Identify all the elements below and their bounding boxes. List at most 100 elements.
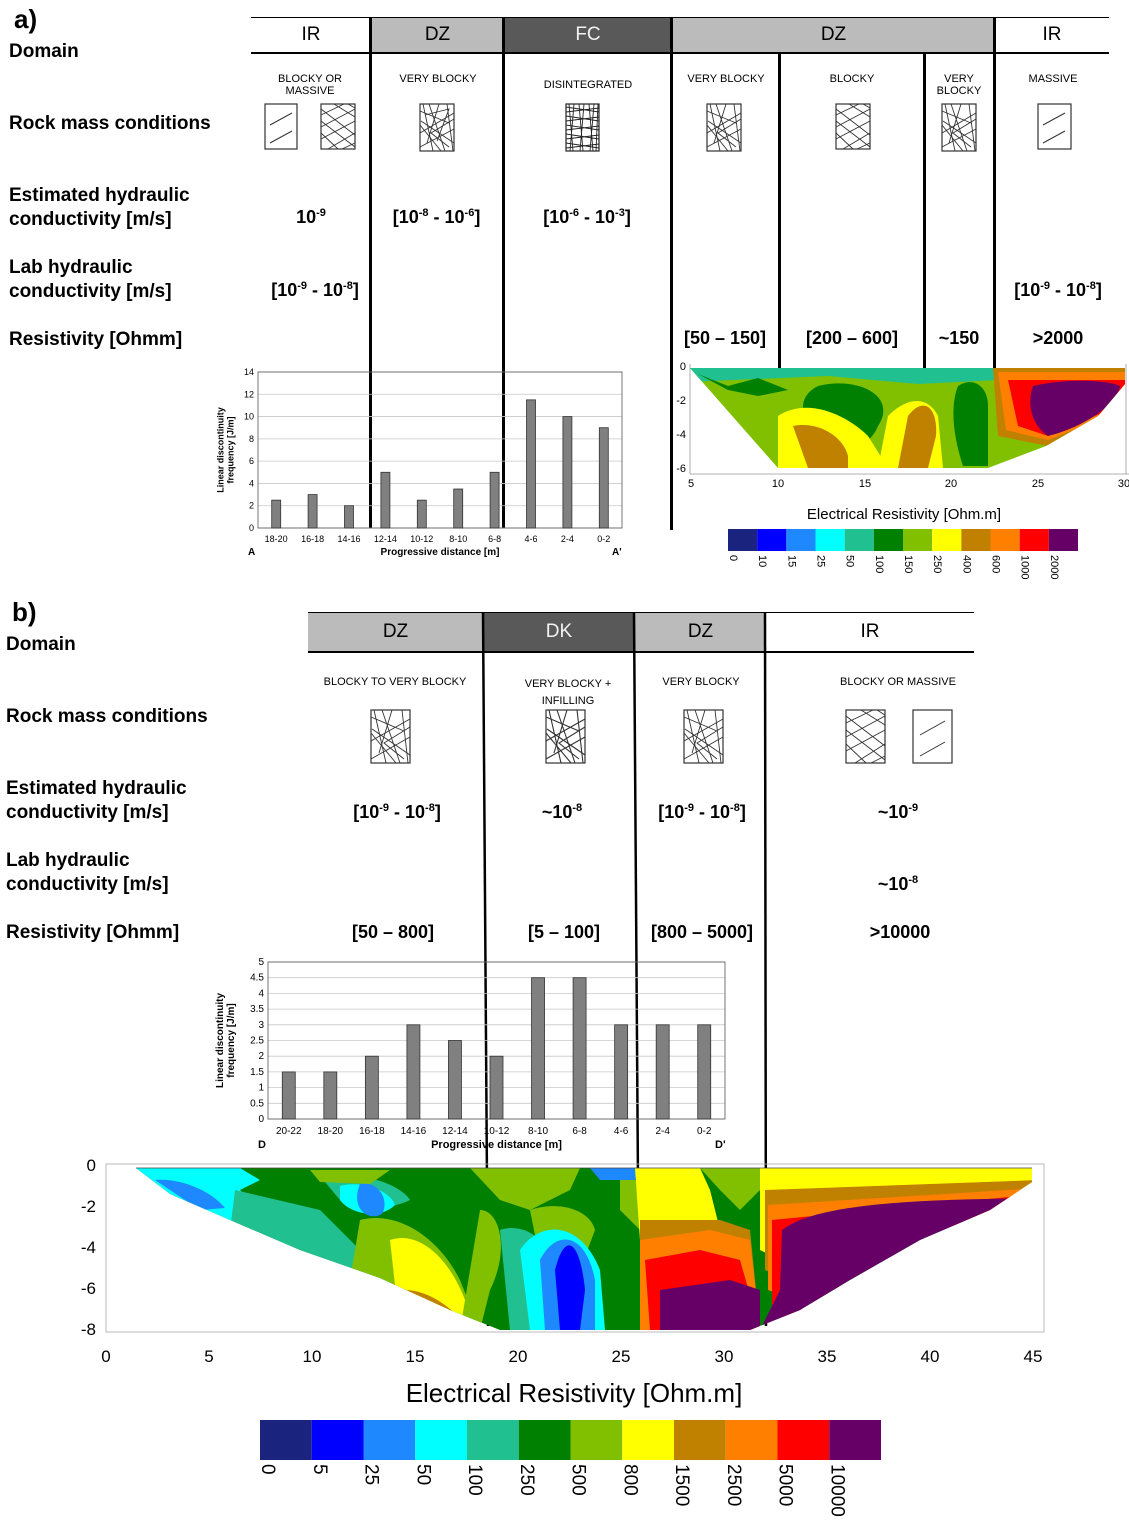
colorbar-swatch <box>674 1420 726 1460</box>
ert-title-a: Electrical Resistivity [Ohm.m] <box>807 506 1001 523</box>
bar-xtick: 16-18 <box>359 1126 385 1137</box>
row-label-rock-mass: Rock mass conditions <box>6 706 208 727</box>
bar-xtick: 6-8 <box>488 534 501 544</box>
boundary-line <box>778 53 781 465</box>
bar <box>489 1055 504 1120</box>
bar <box>380 471 391 529</box>
ert-xtick: 15 <box>406 1347 425 1366</box>
colorbar-label: 0 <box>728 555 739 561</box>
bar <box>307 494 318 529</box>
boundary-line <box>993 18 996 465</box>
domain-dz-2: DZ <box>635 613 766 651</box>
colorbar-swatch <box>829 1420 881 1460</box>
lab-k-value: [10-9 - 10-8] <box>271 280 359 300</box>
domain-dk: DK <box>483 613 635 651</box>
colorbar-label: 15 <box>785 555 797 567</box>
colorbar-swatch <box>260 1420 312 1460</box>
row-label-lab-k-line2: conductivity [m/s] <box>6 874 169 895</box>
ert-ytick: -6 <box>676 463 686 475</box>
domain-dz-1: DZ <box>371 18 504 52</box>
ert-xtick: 10 <box>303 1347 322 1366</box>
ert-xtick: 25 <box>1032 478 1044 490</box>
ert-ytick: 0 <box>87 1156 96 1175</box>
massive-rock-icon <box>264 103 298 150</box>
bar <box>531 977 545 1120</box>
colorbar-swatch <box>415 1420 467 1460</box>
ert-ytick: -4 <box>81 1238 96 1257</box>
colorbar-label: 100 <box>464 1464 485 1496</box>
resistivity-value: [800 – 5000] <box>650 922 754 942</box>
bar-ytick: 12 <box>244 389 254 399</box>
lab-k-value: ~10-8 <box>877 874 919 894</box>
colorbar-label: 100 <box>873 555 885 573</box>
row-label-est-k-line2: conductivity [m/s] <box>9 209 172 230</box>
bar-xtick: 4-6 <box>524 534 537 544</box>
massive-rock-icon <box>1037 103 1072 150</box>
condition-label: BLOCKY OR MASSIVE <box>278 73 342 97</box>
colorbar-swatch <box>903 529 933 551</box>
bar-ytick: 1 <box>258 1083 264 1094</box>
bar <box>416 499 427 529</box>
colorbar-swatch <box>622 1420 674 1460</box>
plot-frame <box>257 371 623 529</box>
bar-xtick: 12-14 <box>442 1126 468 1137</box>
bar-xlabel: Progressive distance [m] <box>431 1139 562 1151</box>
colorbar-label: 500 <box>568 1464 589 1496</box>
colorbar-label: 25 <box>815 555 827 567</box>
colorbar-label: 10000 <box>826 1464 847 1517</box>
bar <box>697 1024 712 1120</box>
bar-xtick: 20-22 <box>276 1126 302 1137</box>
bar-ytick: 10 <box>244 412 254 422</box>
condition-label: BLOCKY OR MASSIVE <box>840 676 956 688</box>
panel-a-label: a) <box>14 4 38 34</box>
bar-xtick: 2-4 <box>655 1126 670 1137</box>
bar-xtick: 14-16 <box>401 1126 427 1137</box>
blocky-rock-icon <box>320 103 356 150</box>
colorbar-swatch <box>1048 529 1078 551</box>
bar-ytick: 5 <box>258 957 264 968</box>
ert-ytick: -2 <box>81 1197 96 1216</box>
colorbar-label: 50 <box>844 555 856 567</box>
bar-ytick: 4.5 <box>250 973 264 984</box>
very-blocky-rock-icon <box>941 103 977 152</box>
very-blocky-infilling-rock-icon <box>545 709 586 764</box>
colorbar-label: 400 <box>960 555 972 573</box>
colorbar-swatch <box>815 529 845 551</box>
ert-xtick: 35 <box>818 1347 837 1366</box>
ert-section-b: 0 -2 -4 -6 -8 0 5 10 15 20 25 30 35 40 4… <box>81 1156 1045 1408</box>
colorbar-label: 250 <box>931 555 943 573</box>
ert-ytick: -4 <box>676 429 686 441</box>
bar-xtick: 10-12 <box>484 1126 510 1137</box>
bar-xtick: 18-20 <box>318 1126 344 1137</box>
domain-ir-2: IR <box>995 18 1109 52</box>
bar-ytick: 4 <box>249 478 254 488</box>
ert-xtick: 25 <box>612 1347 631 1366</box>
bar-xtick: 4-6 <box>614 1126 629 1137</box>
domain-header-bottom-line <box>251 52 1109 54</box>
ert-xtick: 0 <box>101 1347 110 1366</box>
resistivity-value: ~150 <box>938 328 980 348</box>
colorbar-swatch <box>786 529 816 551</box>
ert-title-b: Electrical Resistivity [Ohm.m] <box>406 1378 743 1408</box>
est-k-value: [10-6 - 10-3] <box>543 207 631 227</box>
row-label-est-k: Estimated hydraulic conductivity [m/s] <box>9 184 190 232</box>
est-k-value: ~10-8 <box>541 802 583 822</box>
colorbar-b: 0 5 25 50 100 250 500 800 1500 2500 5000 10000 <box>260 1420 881 1517</box>
ert-ytick: -6 <box>81 1279 96 1298</box>
very-blocky-rock-icon <box>683 709 724 764</box>
bar-xtick: 8-10 <box>449 534 467 544</box>
bar-ytick: 6 <box>249 456 254 466</box>
domain-ir: IR <box>766 613 974 651</box>
bar <box>655 1024 670 1120</box>
ert-xtick: 30 <box>715 1347 734 1366</box>
disintegrated-rock-icon <box>565 103 600 152</box>
bar-chart-a: 0 2 4 6 8 10 12 14 18-20 16-18 14-16 12-14 10-12 8-10… <box>215 367 623 558</box>
row-label-domain: Domain <box>6 634 76 655</box>
bar <box>614 1024 629 1120</box>
ert-xtick: 5 <box>204 1347 213 1366</box>
colorbar-label: 250 <box>516 1464 537 1496</box>
bar <box>598 427 609 529</box>
very-blocky-rock-icon <box>419 103 455 152</box>
bar <box>562 416 573 529</box>
bar-ytick: 4 <box>258 988 264 999</box>
